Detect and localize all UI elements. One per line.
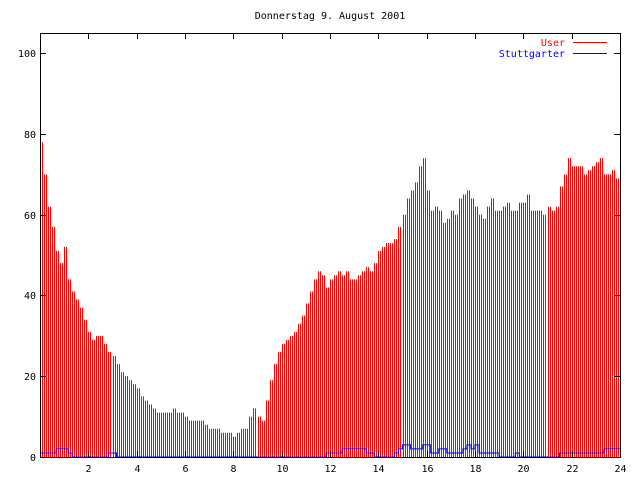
chart-title: Donnerstag 9. August 2001 [255, 11, 406, 22]
y-tick-label: 60 [24, 211, 36, 222]
x-tick-label: 8 [230, 464, 236, 475]
x-tick-label: 20 [517, 464, 529, 475]
y-tick-label: 20 [24, 372, 36, 383]
x-tick-label: 22 [566, 464, 578, 475]
y-tick-label: 0 [30, 453, 36, 464]
x-tick-label: 10 [276, 464, 288, 475]
x-tick-label: 18 [469, 464, 481, 475]
y-tick-label: 100 [18, 49, 36, 60]
x-tick-label: 2 [85, 464, 91, 475]
legend-label-user: User [541, 38, 565, 49]
user-impulses [40, 142, 619, 457]
x-tick-label: 14 [372, 464, 384, 475]
x-tick-label: 16 [421, 464, 433, 475]
y-tick-label: 40 [24, 291, 36, 302]
x-tick-label: 6 [182, 464, 188, 475]
x-tick-label: 4 [134, 464, 140, 475]
legend: User Stuttgarter [499, 38, 607, 60]
legend-label-stuttgarter: Stuttgarter [499, 49, 565, 60]
x-tick-label: 24 [614, 464, 626, 475]
x-tick-label: 12 [324, 464, 336, 475]
y-tick-label: 80 [24, 130, 36, 141]
